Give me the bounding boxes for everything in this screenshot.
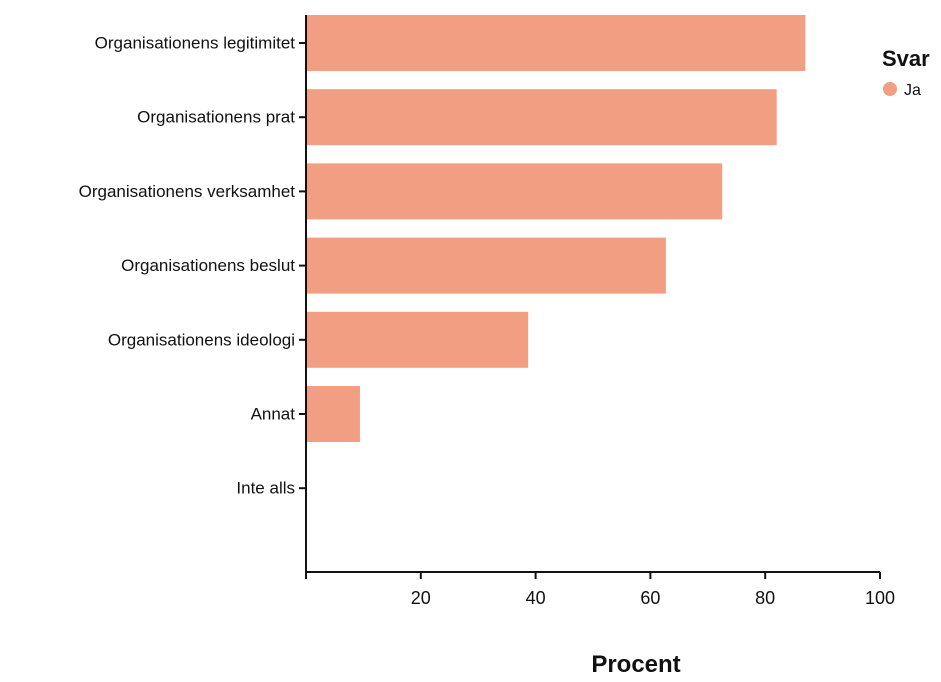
category-label-annat: Annat	[251, 405, 296, 424]
category-label-organisationens-verksamhet: Organisationens verksamhet	[79, 182, 296, 201]
axes-layer	[305, 15, 880, 573]
category-label-organisationens-legitimitet: Organisationens legitimitet	[95, 34, 296, 53]
category-label-inte-alls: Inte alls	[236, 479, 295, 498]
bar-annat	[306, 386, 360, 442]
x-tick-label-60: 60	[640, 588, 660, 608]
legend-label-ja: Ja	[904, 82, 921, 99]
x-tick-label-40: 40	[526, 588, 546, 608]
legend-title: Svar	[882, 46, 930, 71]
bar-organisationens-beslut	[306, 237, 666, 294]
x-tick-label-20: 20	[411, 588, 431, 608]
x-tick-label-80: 80	[755, 588, 775, 608]
category-label-organisationens-prat: Organisationens prat	[137, 108, 295, 127]
x-tick-label-100: 100	[865, 588, 895, 608]
bar-organisationens-ideologi	[306, 311, 529, 368]
bar-organisationens-verksamhet	[306, 163, 723, 220]
legend-swatch-ja	[883, 82, 897, 96]
category-label-organisationens-ideologi: Organisationens ideologi	[108, 330, 295, 349]
x-axis-title: Procent	[591, 651, 680, 677]
legend: Svar Ja	[882, 46, 930, 99]
category-label-organisationens-beslut: Organisationens beslut	[121, 256, 295, 275]
x-tick-labels: 20 40 60 80 100	[305, 572, 895, 608]
bar-organisationens-prat	[306, 89, 777, 146]
bar-organisationens-legitimitet	[306, 15, 806, 71]
category-labels: Organisationens legitimitet Organisatione…	[79, 34, 306, 498]
bars-layer	[306, 15, 806, 442]
